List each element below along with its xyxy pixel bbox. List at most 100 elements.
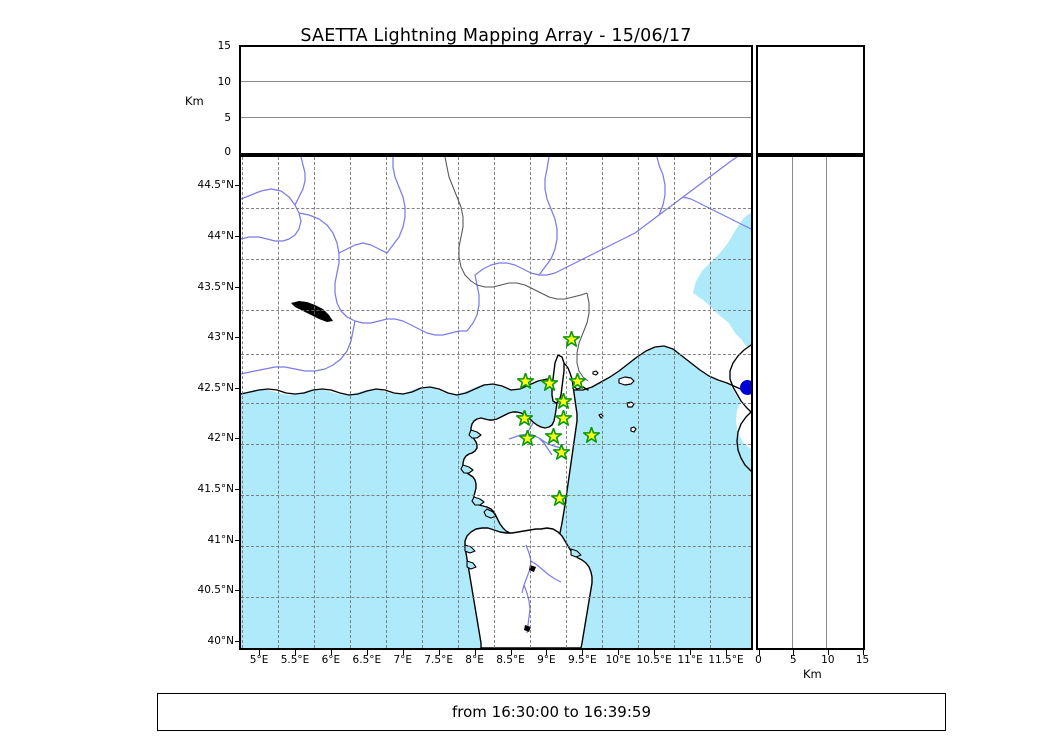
- range-tickmark: [758, 650, 760, 655]
- lat-tickmark: [235, 387, 240, 389]
- range-tick-10: 10: [821, 654, 835, 666]
- lat-tickmark: [235, 337, 240, 339]
- lat-tickmark: [235, 590, 240, 592]
- range-tick-5: 5: [789, 654, 797, 666]
- map-gridline-lon-8: [457, 157, 459, 648]
- map-gridline-lat-43-5: [241, 309, 751, 311]
- lon-tick-5-5: 5.5°E: [280, 654, 310, 666]
- station-marker[interactable]: [515, 409, 533, 427]
- lat-tick-41-5: 41.5°N: [197, 483, 234, 496]
- station-marker[interactable]: [550, 489, 569, 507]
- lon-tick-10-5: 10.5°E: [636, 654, 672, 666]
- lon-tickmark: [259, 650, 261, 655]
- lon-tick-8-5: 8.5°E: [496, 654, 525, 666]
- map-gridline-lon-7-5: [421, 157, 423, 648]
- station-marker[interactable]: [545, 427, 563, 445]
- lat-tick-44-5: 44.5°N: [197, 179, 234, 192]
- station-marker[interactable]: [555, 409, 573, 427]
- lat-tickmark: [235, 539, 240, 541]
- gridline-range-10: [826, 157, 828, 648]
- station-marker[interactable]: [519, 429, 537, 447]
- map-gridline-lon-10: [601, 157, 603, 648]
- map-panel[interactable]: [239, 155, 753, 650]
- map-gridline-lat-44: [241, 258, 751, 260]
- station-marker[interactable]: [563, 330, 581, 348]
- lat-tick-43: 43°N: [207, 331, 234, 344]
- range-tick-15: 15: [855, 654, 870, 666]
- lon-tickmark: [582, 650, 584, 655]
- map-gridline-lat-43: [241, 353, 751, 355]
- map-gridline-lat-40: [241, 647, 751, 648]
- lon-tick-7: 7°E: [393, 654, 413, 666]
- lon-tickmark: [510, 650, 512, 655]
- map-gridline-lon-11: [673, 157, 675, 648]
- lat-tick-40-5: 40.5°N: [197, 584, 234, 597]
- map-gridline-lat-41: [241, 545, 751, 547]
- map-gridline-lon-7: [385, 157, 387, 648]
- lon-tick-10: 10°E: [605, 654, 631, 666]
- range-tickmark: [862, 650, 864, 655]
- lat-tick-42-5: 42.5°N: [197, 381, 234, 394]
- station-marker[interactable]: [540, 374, 559, 392]
- lat-tick-41: 41°N: [207, 533, 234, 546]
- lat-tickmark: [235, 185, 240, 187]
- altitude-longitude-panel[interactable]: [239, 45, 753, 155]
- station-marker[interactable]: [568, 372, 587, 390]
- map-gridline-lat-44-5: [241, 207, 751, 209]
- lightning-source-marker[interactable]: [739, 379, 751, 395]
- lon-tickmark: [366, 650, 368, 655]
- map-geography: [241, 157, 751, 648]
- gridline-range-5: [791, 157, 793, 648]
- alt-tick-10: 10: [217, 76, 231, 88]
- alt-tick-5: 5: [224, 112, 231, 124]
- range-tickmark: [793, 650, 795, 655]
- map-gridline-lon-6: [313, 157, 315, 648]
- lon-tickmark: [295, 650, 296, 655]
- status-text: from 16:30:00 to 16:39:59: [451, 703, 651, 721]
- map-gridline-lon-8-5: [493, 157, 495, 648]
- lon-tickmark: [726, 650, 727, 655]
- lon-tickmark: [330, 650, 332, 655]
- range-tick-0: 0: [755, 654, 762, 666]
- range-tickmark: [827, 650, 829, 655]
- station-marker[interactable]: [583, 426, 601, 444]
- lon-tick-9-5: 9.5°E: [568, 654, 597, 666]
- gridline-alt-5: [241, 116, 751, 118]
- lon-tickmark: [474, 650, 476, 655]
- lat-tickmark: [235, 438, 240, 440]
- altitude-axis-label: Km: [185, 94, 204, 108]
- lon-tick-5: 5°E: [249, 654, 269, 666]
- latitude-range-panel[interactable]: [756, 155, 865, 650]
- gridline-alt-10: [241, 81, 751, 83]
- lon-tick-11: 11°E: [677, 654, 703, 666]
- map-gridline-lon-9: [529, 157, 531, 648]
- lon-tickmark: [618, 650, 620, 655]
- map-gridline-lon-6-5: [349, 157, 351, 648]
- lat-tick-43-5: 43.5°N: [197, 280, 234, 293]
- station-marker[interactable]: [517, 372, 535, 390]
- lon-tick-6-5: 6.5°E: [352, 654, 382, 666]
- map-gridline-lon-5: [241, 157, 243, 648]
- lon-tickmark: [546, 650, 548, 655]
- corner-panel: [756, 45, 865, 155]
- lon-tickmark: [690, 650, 692, 655]
- lat-tickmark: [235, 235, 240, 237]
- status-bar: from 16:30:00 to 16:39:59: [157, 693, 946, 731]
- range-axis-label: Km: [803, 667, 822, 681]
- map-gridline-lon-11-5: [709, 157, 711, 648]
- lon-tick-11-5: 11.5°E: [708, 654, 744, 666]
- station-marker[interactable]: [552, 443, 570, 461]
- map-gridline-lat-42-5: [241, 402, 751, 404]
- lat-tick-44: 44°N: [207, 229, 234, 242]
- lon-tick-9: 9°E: [537, 654, 556, 666]
- lat-tick-42: 42°N: [207, 432, 234, 445]
- map-gridline-lat-42: [241, 443, 751, 445]
- map-gridline-lat-40-5: [241, 596, 751, 598]
- lat-tick-40: 40°N: [207, 634, 234, 647]
- station-marker[interactable]: [555, 392, 573, 410]
- lat-tickmark: [235, 286, 240, 288]
- lon-tick-8: 8°E: [465, 654, 484, 666]
- lon-tickmark: [438, 650, 440, 655]
- lon-tick-7-5: 7.5°E: [424, 654, 453, 666]
- page-title: SAETTA Lightning Mapping Array - 15/06/1…: [300, 26, 692, 46]
